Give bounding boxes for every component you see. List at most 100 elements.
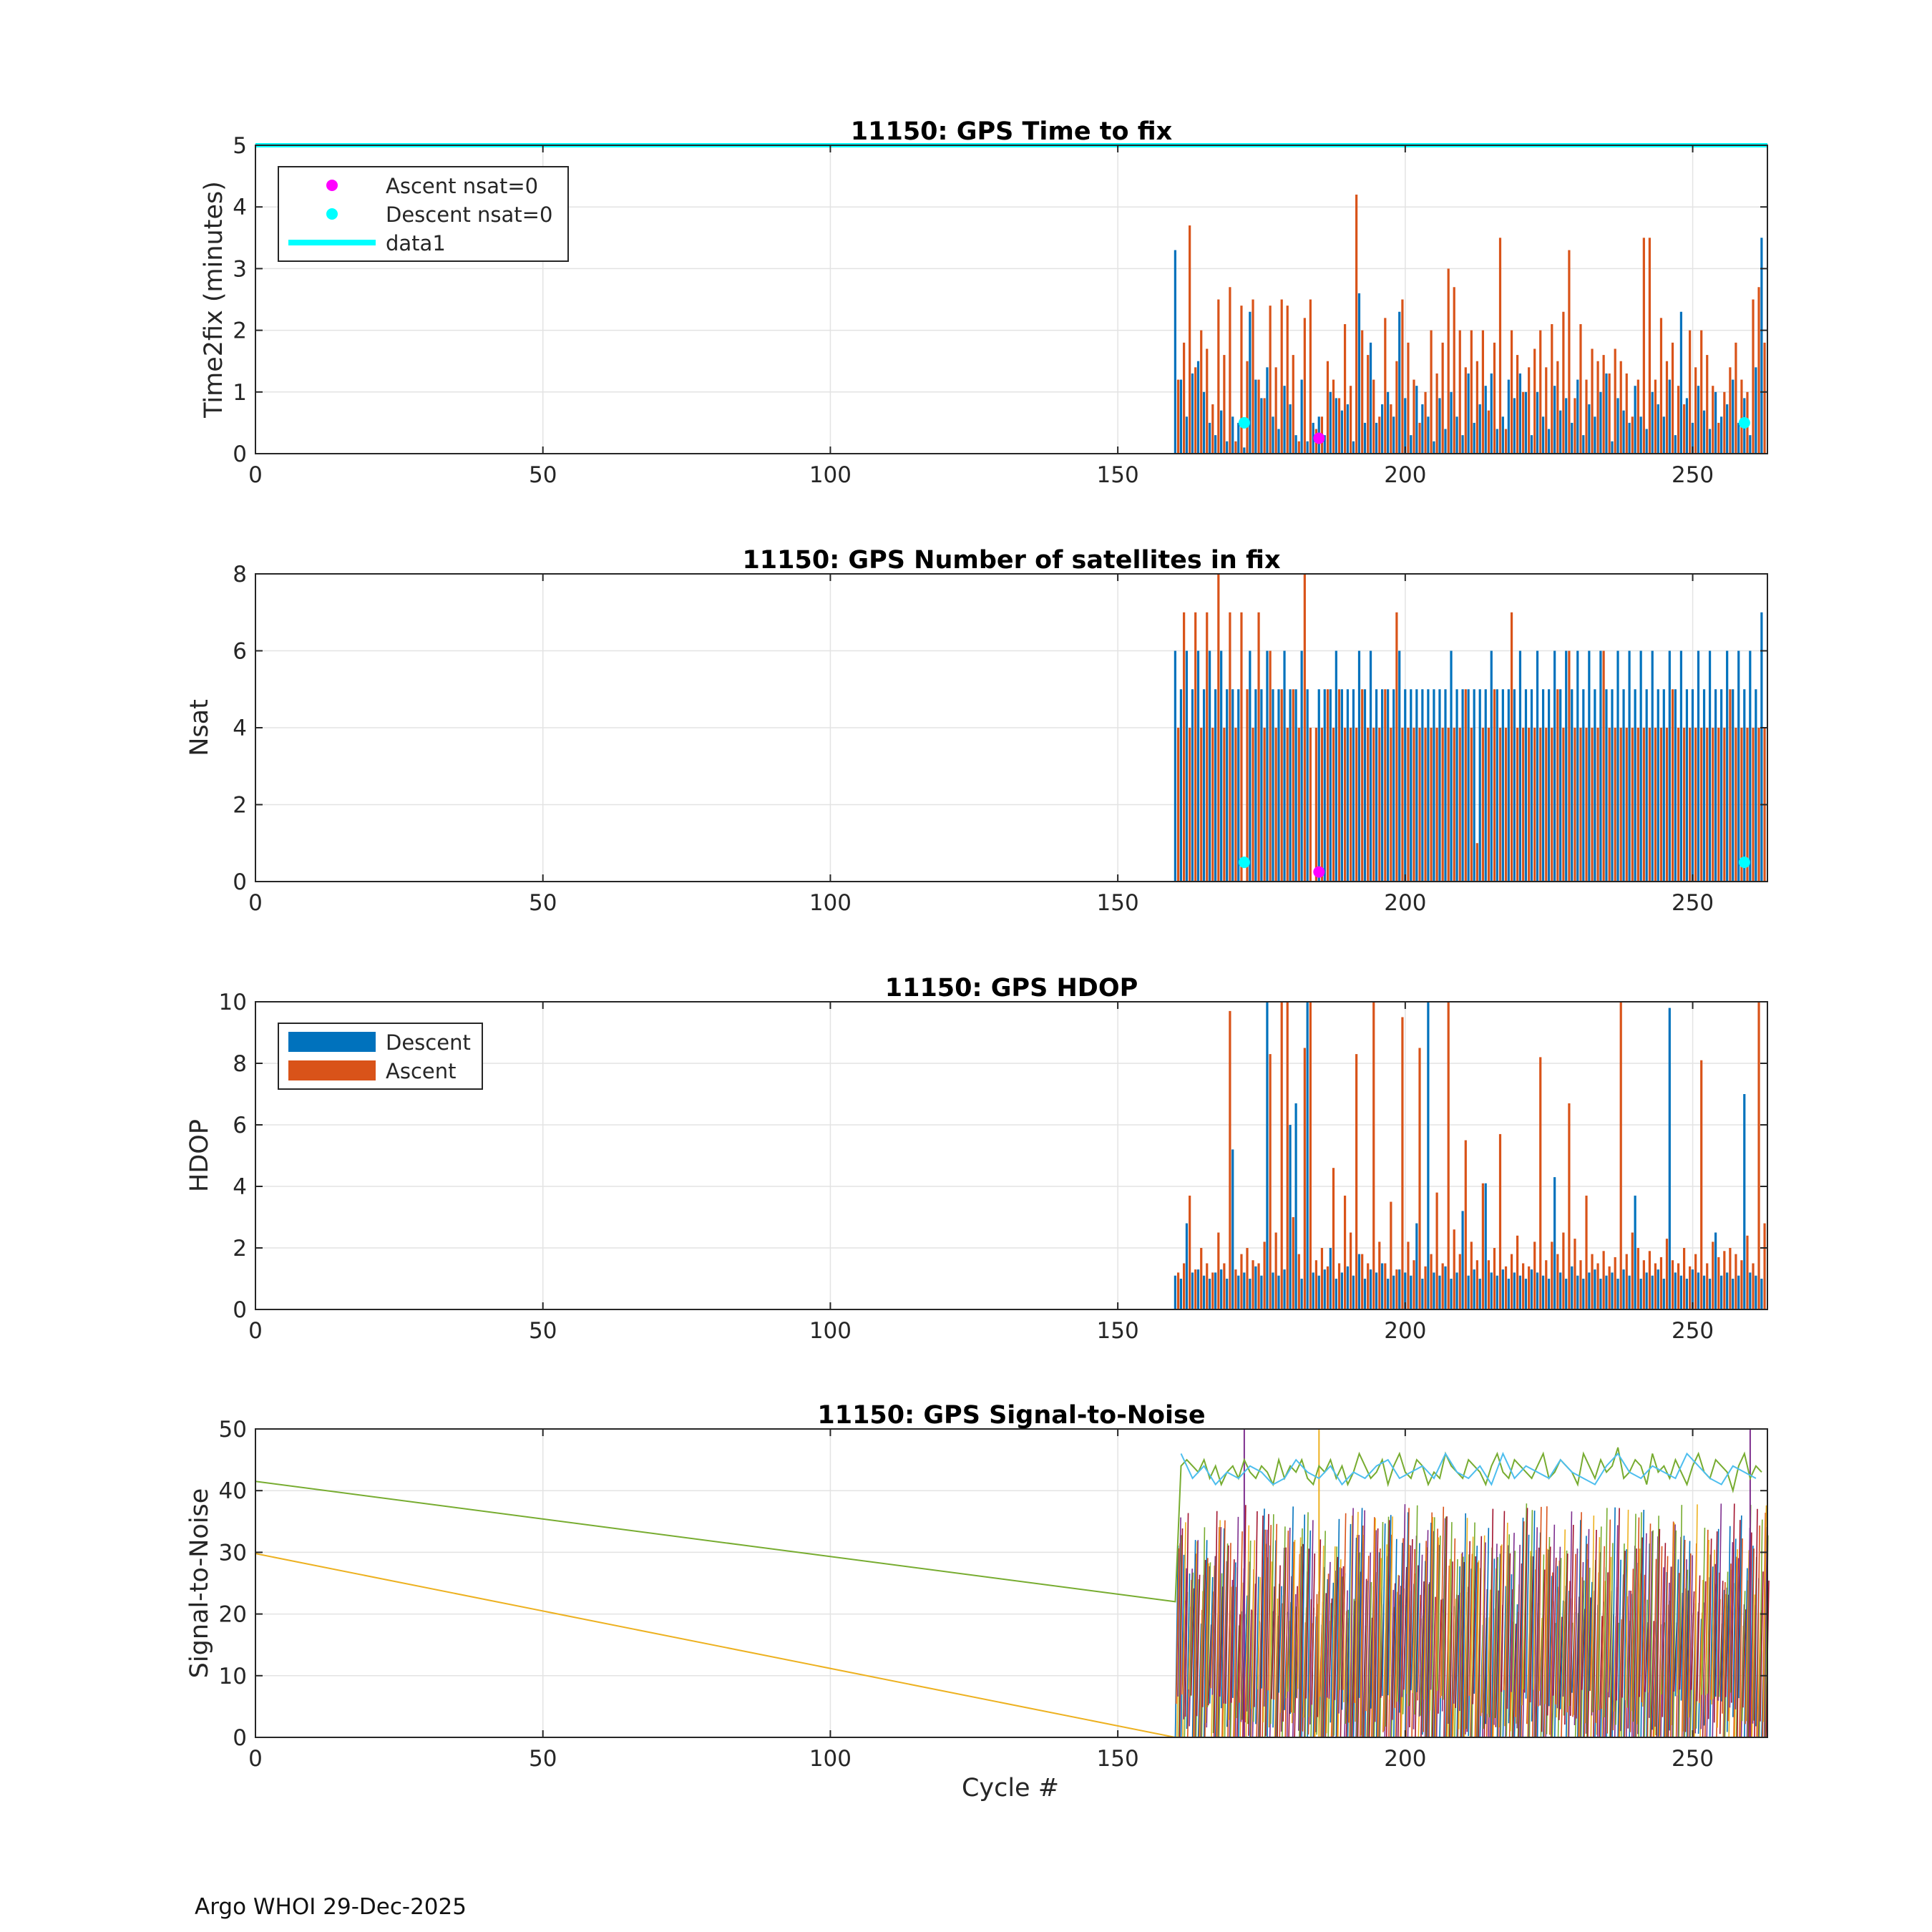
snr-trace-segment bbox=[1589, 1581, 1593, 1692]
hdop-panel: 0 50 100 150 200 250 0 2 4 6 8 10 11150: GPS HDOP HDO… bbox=[185, 974, 1768, 1344]
snr-trace-segment bbox=[1359, 1525, 1364, 1738]
bar-ascent bbox=[1343, 323, 1347, 454]
bar-ascent bbox=[1504, 1266, 1508, 1309]
bar-ascent bbox=[1659, 1257, 1663, 1309]
bar-ascent bbox=[1608, 373, 1611, 454]
snr-trace-segment bbox=[1332, 1546, 1336, 1738]
bar-descent bbox=[1179, 689, 1183, 882]
snr-trace-segment bbox=[1213, 1511, 1218, 1738]
bar-descent bbox=[1329, 1248, 1332, 1309]
snr-trace-segment bbox=[1406, 1545, 1411, 1694]
bar-ascent bbox=[1229, 612, 1231, 882]
bar-ascent bbox=[1223, 355, 1226, 454]
bar-descent bbox=[1605, 1275, 1608, 1309]
bar-descent bbox=[1410, 689, 1413, 882]
snr-trace-segment bbox=[1451, 1538, 1456, 1738]
snr-trace-segment bbox=[1639, 1537, 1644, 1697]
bar-ascent bbox=[1320, 1248, 1324, 1309]
snr-trace-segment bbox=[1473, 1546, 1478, 1694]
bar-ascent bbox=[1447, 268, 1450, 454]
snr-trace-segment bbox=[1596, 1537, 1601, 1735]
snr-trace-segment bbox=[1694, 1611, 1699, 1734]
y-tick-label: 40 bbox=[219, 1478, 247, 1504]
snr-trace-segment bbox=[1385, 1520, 1390, 1738]
bar-ascent bbox=[1740, 728, 1743, 882]
snr-trace-segment bbox=[1403, 1566, 1407, 1690]
bar-descent bbox=[1576, 650, 1579, 882]
snr-trace-segment bbox=[1636, 1548, 1641, 1724]
bar-ascent bbox=[1487, 728, 1491, 882]
bar-ascent bbox=[1717, 1257, 1720, 1309]
x-tick-label: 200 bbox=[1384, 1746, 1426, 1772]
time-to-fix-panel: 0 50 100 150 200 250 0 1 2 3 4 5 11150: GPS Time to … bbox=[200, 117, 1768, 488]
snr-trace-segment bbox=[1549, 1572, 1553, 1735]
bar-ascent bbox=[1269, 650, 1272, 882]
bar-ascent bbox=[1682, 1248, 1686, 1309]
bar-ascent bbox=[1257, 612, 1260, 882]
bar-ascent bbox=[1545, 1260, 1548, 1309]
bar-ascent bbox=[1441, 342, 1444, 454]
snr-trace-segment bbox=[1191, 1540, 1196, 1738]
bar-descent bbox=[1571, 689, 1574, 882]
snr-trace-segment bbox=[1270, 1514, 1274, 1724]
bar-descent bbox=[1691, 1269, 1694, 1309]
y-tick-label: 0 bbox=[233, 1725, 247, 1751]
snr-trace-segment bbox=[1649, 1531, 1653, 1718]
snr-trace-segment bbox=[1548, 1576, 1553, 1707]
bar-descent bbox=[1559, 689, 1562, 882]
snr-trace-segment bbox=[1762, 1512, 1766, 1738]
bar-ascent bbox=[1602, 650, 1605, 882]
bar-descent bbox=[1404, 1272, 1407, 1309]
bar-ascent bbox=[1401, 728, 1404, 882]
x-tick-label: 250 bbox=[1672, 890, 1714, 916]
bar-descent bbox=[1737, 650, 1740, 882]
bar-descent bbox=[1720, 1275, 1723, 1309]
x-tick-label: 150 bbox=[1097, 1318, 1139, 1344]
snr-trace-segment bbox=[1271, 1586, 1275, 1699]
bar-ascent bbox=[1735, 1254, 1737, 1309]
bar-descent bbox=[1387, 391, 1390, 454]
x-tick-label: 100 bbox=[809, 890, 852, 916]
bar-ascent bbox=[1498, 728, 1502, 882]
bar-descent bbox=[1202, 1275, 1206, 1309]
bar-ascent bbox=[1269, 306, 1272, 454]
snr-trace-segment bbox=[1358, 1508, 1363, 1698]
bar-descent bbox=[1340, 1272, 1343, 1309]
bar-descent bbox=[1237, 689, 1240, 882]
bar-descent bbox=[1254, 379, 1257, 454]
bar-ascent bbox=[1522, 391, 1525, 454]
bar-ascent bbox=[1435, 1192, 1438, 1309]
bar-ascent bbox=[1395, 612, 1398, 882]
bar-descent bbox=[1421, 1279, 1424, 1309]
bar-ascent bbox=[1631, 728, 1634, 882]
bar-descent bbox=[1484, 689, 1487, 882]
bar-descent bbox=[1565, 1279, 1568, 1309]
snr-trace-segment bbox=[1401, 1504, 1406, 1697]
snr-trace-segment bbox=[1289, 1506, 1294, 1714]
bar-ascent bbox=[1441, 1263, 1444, 1309]
bar-descent bbox=[1559, 1272, 1562, 1309]
bar-descent bbox=[1743, 689, 1746, 882]
bar-ascent bbox=[1390, 728, 1392, 882]
snr-trace-segment bbox=[1347, 1523, 1352, 1738]
snr-trace-segment bbox=[1417, 1594, 1421, 1701]
snr-trace-segment bbox=[1327, 1561, 1331, 1698]
bar-ascent bbox=[1648, 238, 1651, 454]
y-tick-label: 8 bbox=[233, 562, 247, 587]
snr-trace-segment bbox=[1391, 1583, 1396, 1720]
bar-descent bbox=[1628, 422, 1631, 454]
bar-descent bbox=[1306, 441, 1309, 454]
snr-trace-segment bbox=[1656, 1528, 1661, 1738]
bar-ascent bbox=[1183, 342, 1186, 454]
bar-ascent bbox=[1677, 1263, 1680, 1309]
snr-trace-segment bbox=[1584, 1543, 1588, 1738]
bar-ascent bbox=[1528, 367, 1531, 454]
bar-ascent bbox=[1712, 1241, 1714, 1309]
snr-trace-segment bbox=[1194, 1541, 1198, 1738]
snr-trace-segment bbox=[1504, 1522, 1508, 1727]
y-axis-label: Time2fix (minutes) bbox=[200, 181, 228, 419]
bar-descent bbox=[1433, 441, 1435, 454]
x-tick-label: 100 bbox=[809, 1318, 852, 1344]
snr-trace-segment bbox=[1350, 1599, 1355, 1738]
bar-descent bbox=[1594, 416, 1596, 454]
